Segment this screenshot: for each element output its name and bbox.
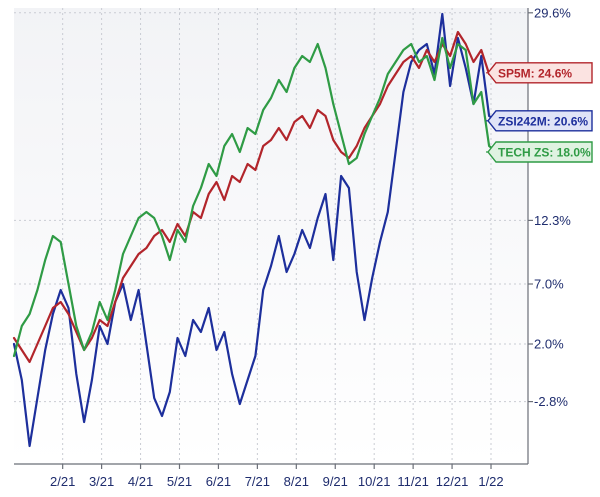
end-tag-label: SP5M: 24.6% [498,66,572,80]
x-tick-label: 9/21 [323,474,348,489]
x-tick-label: 3/21 [89,474,114,489]
y-tick-label: -2.8% [534,394,568,409]
x-tick-label: 8/21 [284,474,309,489]
x-tick-label: 6/21 [206,474,231,489]
end-tag-sp5m: SP5M: 24.6% [486,62,593,84]
x-tick-label: 12/21 [436,474,469,489]
x-tick-label: 11/21 [397,474,429,489]
plot-area [14,8,528,464]
end-tag-label: ZSI242M: 20.6% [498,114,588,128]
y-tick-label: 29.6% [534,5,571,20]
series-line-zsi242m [12,12,506,448]
x-tick-label: 7/21 [245,474,270,489]
y-tick-label: 12.3% [534,213,571,228]
end-tag-box [487,62,593,84]
end-tag-label: TECH ZS: 18.0% [498,146,591,160]
grid-layer [14,8,528,464]
y-axis-ticks: 29.6% 12.3% 7.0% 2.0% -2.8% [528,5,571,409]
x-tick-label: 10/21 [358,474,391,489]
end-tag-zsi242m: ZSI242M: 20.6% [486,110,593,132]
series-layer [12,12,506,448]
x-tick-label: 5/21 [167,474,192,489]
x-axis-ticks: 2/21 3/21 4/21 5/21 6/21 7/21 8/21 9/21 10/21 11/… [50,464,504,489]
x-tick-label: 1/22 [478,474,503,489]
series-line-tech-zs [12,36,506,358]
x-tick-label: 2/21 [50,474,75,489]
y-tick-label: 2.0% [534,337,564,352]
end-tag-tech-zs: TECH ZS: 18.0% [486,141,593,163]
y-tick-label: 7.0% [534,277,564,292]
x-tick-label: 4/21 [128,474,153,489]
series-end-tags: SP5M: 24.6% ZSI242M: 20.6% TECH ZS: 18.0% [486,62,593,163]
end-tag-box [487,141,593,163]
end-tag-box [487,110,593,132]
